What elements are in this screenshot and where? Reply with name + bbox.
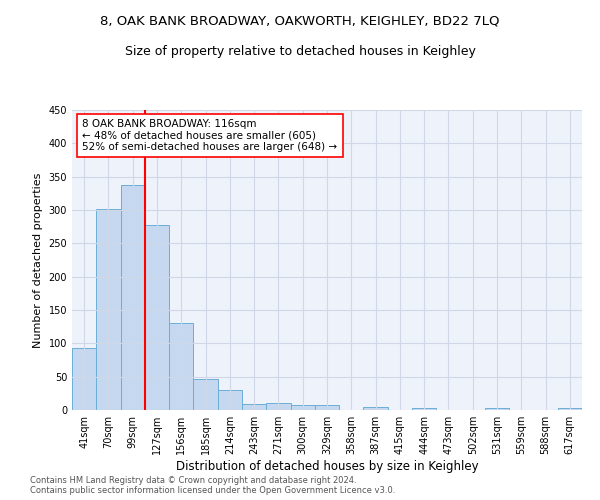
Bar <box>558 408 582 410</box>
Bar <box>485 408 509 410</box>
Bar <box>266 404 290 410</box>
Bar <box>72 348 96 410</box>
Bar <box>290 404 315 410</box>
Text: Contains HM Land Registry data © Crown copyright and database right 2024.
Contai: Contains HM Land Registry data © Crown c… <box>30 476 395 495</box>
Text: 8, OAK BANK BROADWAY, OAKWORTH, KEIGHLEY, BD22 7LQ: 8, OAK BANK BROADWAY, OAKWORTH, KEIGHLEY… <box>100 15 500 28</box>
Y-axis label: Number of detached properties: Number of detached properties <box>33 172 43 348</box>
Text: Size of property relative to detached houses in Keighley: Size of property relative to detached ho… <box>125 45 475 58</box>
Text: 8 OAK BANK BROADWAY: 116sqm
← 48% of detached houses are smaller (605)
52% of se: 8 OAK BANK BROADWAY: 116sqm ← 48% of det… <box>82 119 337 152</box>
Bar <box>412 408 436 410</box>
Bar <box>218 390 242 410</box>
Bar <box>121 184 145 410</box>
Bar <box>169 322 193 410</box>
Bar <box>242 404 266 410</box>
Bar <box>145 226 169 410</box>
Bar <box>96 208 121 410</box>
Bar <box>364 408 388 410</box>
Bar <box>193 380 218 410</box>
Bar <box>315 406 339 410</box>
X-axis label: Distribution of detached houses by size in Keighley: Distribution of detached houses by size … <box>176 460 478 473</box>
